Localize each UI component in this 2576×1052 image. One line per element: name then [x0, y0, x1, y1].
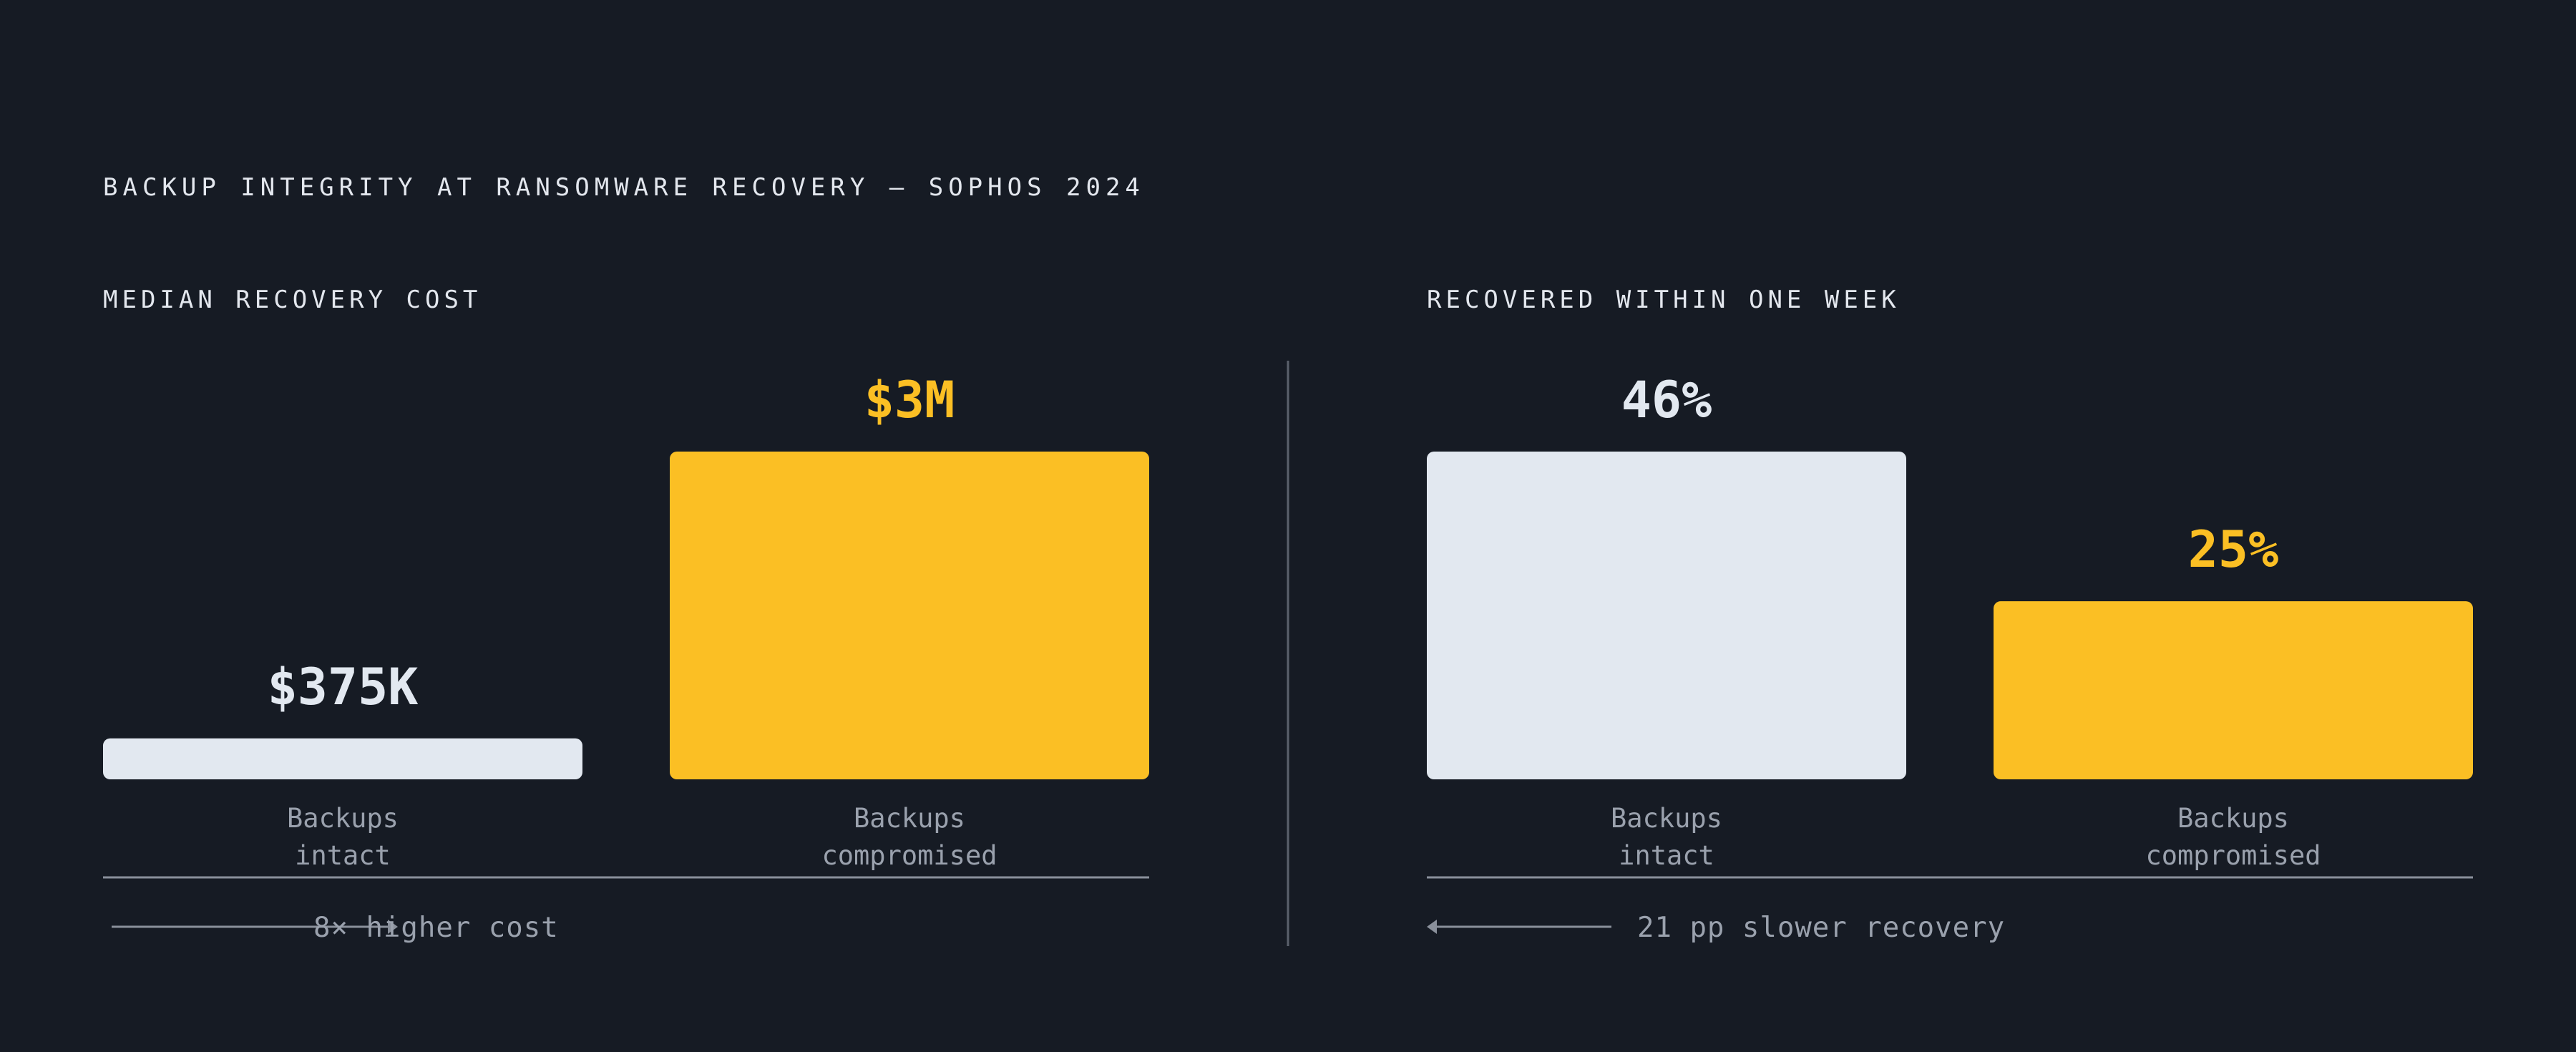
category-label: Backups intact [287, 803, 399, 871]
bar [1427, 452, 1906, 779]
bar [670, 452, 1149, 779]
value-label: 46% [1621, 371, 1712, 429]
recovery-panel: RECOVERED WITHIN ONE WEEK 46% Backups intac… [1427, 286, 2473, 944]
value-label: 25% [2188, 520, 2278, 579]
panel-title: RECOVERED WITHIN ONE WEEK [1427, 286, 1901, 314]
category-label: Backups compromised [2145, 803, 2321, 871]
bar [103, 738, 582, 779]
value-label: $375K [268, 658, 419, 716]
annotation: 8× higher cost [313, 912, 559, 944]
arrow-head [388, 920, 398, 934]
panel-title: MEDIAN RECOVERY COST [103, 286, 482, 314]
category-label: Backups intact [1611, 803, 1722, 871]
bar [1994, 601, 2473, 779]
cost-panel: MEDIAN RECOVERY COST $375K Backups intact $3… [103, 286, 1149, 944]
page-title: BACKUP INTEGRITY AT RANSOMWARE RECOVERY … [103, 173, 1145, 202]
value-label: $3M [864, 371, 955, 429]
category-label: Backups compromised [821, 803, 997, 871]
annotation: 21 pp slower recovery [1637, 912, 2005, 944]
arrow-head [1427, 920, 1437, 934]
